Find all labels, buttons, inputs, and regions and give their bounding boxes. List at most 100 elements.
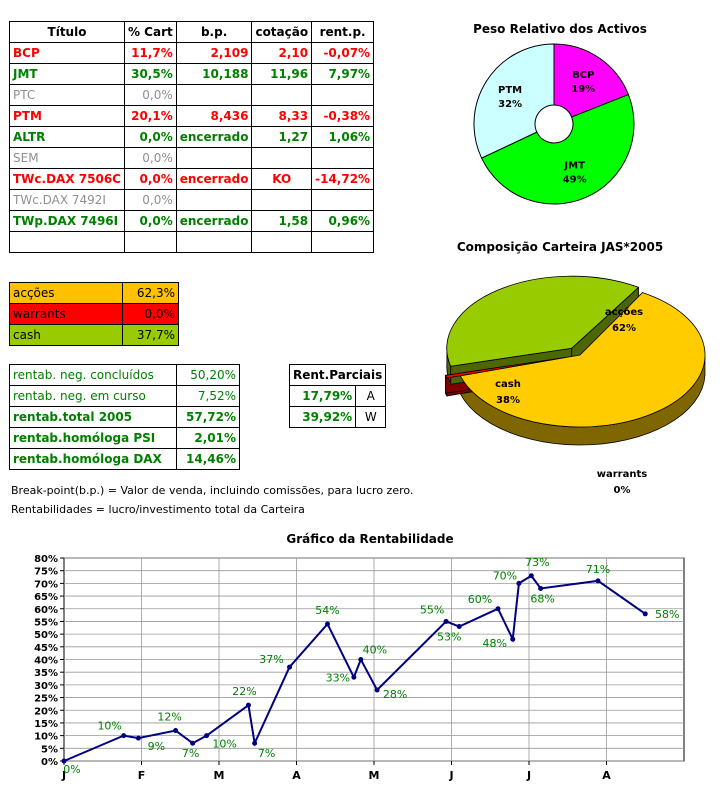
partial-row: 39,92% W bbox=[288, 406, 387, 428]
y-tick-label: 80% bbox=[34, 554, 58, 565]
x-tick-label: A bbox=[292, 769, 301, 782]
bp-cell: 8,436 bbox=[175, 105, 253, 127]
y-tick-label: 50% bbox=[34, 630, 58, 641]
portfolio-row bbox=[9, 231, 375, 253]
returns-series-line bbox=[63, 574, 646, 762]
cotacao-cell bbox=[251, 147, 313, 169]
returns-value: 50,20% bbox=[176, 364, 240, 386]
returns-row: rentab. neg. concluídos 50,20% bbox=[8, 364, 240, 386]
y-tick-label: 75% bbox=[34, 567, 58, 578]
pie1-value-label: 32% bbox=[498, 99, 522, 110]
titulo-cell: ALTR bbox=[9, 126, 125, 148]
bp-cell: 2,109 bbox=[175, 42, 253, 64]
pie1-category-label: PTM bbox=[498, 85, 522, 96]
data-point bbox=[245, 702, 251, 708]
titulo-cell: TWc.DAX 7506C bbox=[9, 168, 125, 190]
titulo-cell: TWp.DAX 7496I bbox=[9, 210, 125, 232]
bp-cell: encerrado bbox=[175, 168, 253, 190]
pie2-value-label: 62% bbox=[612, 323, 636, 334]
cotacao-cell: 8,33 bbox=[251, 105, 313, 127]
rent-cell bbox=[311, 84, 375, 106]
portfolio-row: PTM 20,1% 8,436 8,33 -0,38% bbox=[9, 105, 375, 127]
cart-cell: 0,0% bbox=[123, 189, 177, 211]
rent-cell: -0,07% bbox=[311, 42, 375, 64]
bp-cell bbox=[175, 84, 253, 106]
allocation-value: 62,3% bbox=[122, 282, 179, 304]
bp-cell bbox=[175, 147, 253, 169]
point-label: 10% bbox=[212, 738, 236, 751]
point-label: 68% bbox=[530, 592, 554, 605]
point-label: 22% bbox=[232, 685, 256, 698]
empty-cell bbox=[175, 231, 253, 253]
point-label: 7% bbox=[182, 747, 199, 760]
pie2-value-label: 0% bbox=[614, 485, 631, 496]
portfolio-row: TWc.DAX 7506C 0,0% encerrado KO -14,72% bbox=[9, 168, 375, 190]
pie2-category-label: cash bbox=[495, 379, 521, 390]
partial-row: 17,79% A bbox=[288, 385, 387, 407]
data-point bbox=[287, 664, 293, 670]
returns-line-chart: 0%5%10%15%20%25%30%35%40%45%50%55%60%65%… bbox=[34, 554, 685, 782]
portfolio-body: BCP 11,7% 2,109 2,10 -0,07% JMT 30,5% 10,188 11,… bbox=[9, 42, 375, 253]
data-point bbox=[595, 578, 601, 584]
returns-value: 2,01% bbox=[176, 427, 240, 449]
bp-cell: 10,188 bbox=[175, 63, 253, 85]
cart-cell: 0,0% bbox=[123, 147, 177, 169]
returns-value: 57,72% bbox=[176, 406, 240, 428]
y-tick-label: 70% bbox=[34, 579, 58, 590]
pie2-slice-warrants bbox=[444, 356, 567, 379]
point-label: 40% bbox=[363, 644, 387, 657]
cart-cell: 0,0% bbox=[123, 126, 177, 148]
col-header: Título bbox=[9, 21, 125, 43]
point-label: 10% bbox=[97, 720, 121, 733]
y-tick-label: 20% bbox=[34, 706, 58, 717]
point-label: 55% bbox=[420, 603, 444, 616]
x-tick-label: M bbox=[214, 769, 225, 782]
pie1-slice-ptm bbox=[473, 43, 555, 159]
portfolio-header-row: Título % Cart b.p. cotação rent.p. bbox=[9, 21, 375, 43]
line-title: Gráfico da Rentabilidade bbox=[286, 532, 454, 546]
rent-cell bbox=[311, 147, 375, 169]
allocation-row: warrants 0,0% bbox=[8, 303, 179, 325]
point-label: 9% bbox=[148, 740, 165, 753]
empty-cell bbox=[123, 231, 177, 253]
pie2-value-label: 38% bbox=[496, 395, 520, 406]
returns-label: rentab. neg. concluídos bbox=[8, 364, 178, 386]
allocation-label: warrants bbox=[8, 303, 124, 325]
point-label: 7% bbox=[258, 747, 275, 760]
returns-value: 14,46% bbox=[176, 448, 240, 470]
data-point bbox=[61, 758, 67, 764]
returns-value: 7,52% bbox=[176, 385, 240, 407]
allocation-label: acções bbox=[8, 282, 124, 304]
cotacao-cell: 1,27 bbox=[251, 126, 313, 148]
rent-cell: 0,96% bbox=[311, 210, 375, 232]
rent-cell bbox=[311, 189, 375, 211]
returns-label: rentab.homóloga PSI bbox=[8, 427, 178, 449]
data-point bbox=[358, 657, 364, 662]
y-tick-label: 10% bbox=[34, 732, 58, 743]
x-tick-label: J bbox=[526, 769, 531, 782]
relative-weight-pie-chart: BCP 19% JMT 49% PTM 32% bbox=[473, 43, 635, 205]
y-tick-label: 65% bbox=[34, 592, 58, 603]
y-tick-label: 40% bbox=[34, 656, 58, 667]
data-point bbox=[528, 573, 534, 579]
returns-row: rentab. neg. em curso 7,52% bbox=[8, 385, 240, 407]
cotacao-cell bbox=[251, 189, 313, 211]
y-tick-label: 60% bbox=[34, 605, 58, 616]
x-tick-label: A bbox=[602, 769, 611, 782]
data-point bbox=[443, 618, 449, 624]
bp-cell bbox=[175, 189, 253, 211]
x-tick-label: F bbox=[138, 769, 146, 782]
col-header: rent.p. bbox=[311, 21, 375, 43]
allocation-row: cash 37,7% bbox=[8, 324, 179, 346]
portfolio-row: TWc.DAX 7492I 0,0% bbox=[9, 189, 375, 211]
data-point bbox=[121, 733, 127, 739]
cart-cell: 0,0% bbox=[123, 168, 177, 190]
point-label: 71% bbox=[586, 563, 610, 576]
returns-row: rentab.homóloga PSI 2,01% bbox=[8, 427, 240, 449]
data-point bbox=[510, 636, 516, 642]
portfolio-row: JMT 30,5% 10,188 11,96 7,97% bbox=[9, 63, 375, 85]
empty-cell bbox=[311, 231, 375, 253]
pie1-value-label: 49% bbox=[563, 175, 587, 186]
returns-body: rentab. neg. concluídos 50,20% rentab. neg… bbox=[8, 364, 240, 470]
point-label: 12% bbox=[157, 711, 181, 724]
